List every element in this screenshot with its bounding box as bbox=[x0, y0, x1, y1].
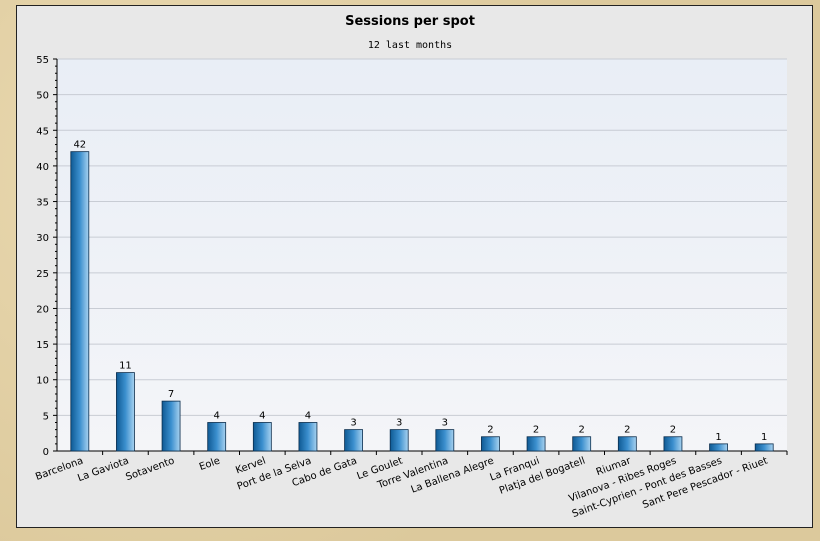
bar bbox=[161, 400, 181, 452]
y-tick-label: 40 bbox=[36, 162, 49, 173]
data-label: 1 bbox=[761, 432, 767, 443]
bar bbox=[663, 436, 683, 452]
y-tick-label: 20 bbox=[36, 304, 49, 315]
data-label: 42 bbox=[73, 140, 86, 151]
y-tick-label: 10 bbox=[36, 376, 49, 387]
data-label: 2 bbox=[670, 425, 676, 436]
y-tick-label: 30 bbox=[36, 233, 49, 244]
y-tick-label: 15 bbox=[36, 340, 49, 351]
data-label: 2 bbox=[579, 425, 585, 436]
y-tick-label: 45 bbox=[36, 126, 49, 137]
data-label: 7 bbox=[168, 389, 174, 400]
y-tick-label: 35 bbox=[36, 198, 49, 209]
bar bbox=[344, 429, 363, 452]
y-tick-label: 55 bbox=[36, 55, 49, 66]
data-label: 11 bbox=[119, 361, 132, 372]
bar bbox=[617, 436, 637, 452]
data-label: 4 bbox=[259, 410, 265, 421]
bar bbox=[207, 422, 227, 452]
bar bbox=[298, 422, 318, 452]
data-label: 4 bbox=[214, 410, 220, 421]
data-label: 3 bbox=[396, 418, 402, 429]
x-tick-label: Sotavento bbox=[124, 455, 176, 483]
chart-title: Sessions per spot bbox=[345, 14, 475, 29]
data-label: 3 bbox=[350, 418, 356, 429]
data-label: 3 bbox=[442, 418, 448, 429]
bar bbox=[116, 372, 135, 452]
x-tick-label: Eole bbox=[198, 455, 222, 473]
bar bbox=[709, 443, 728, 452]
y-tick-label: 5 bbox=[43, 411, 49, 422]
data-label: 2 bbox=[487, 425, 493, 436]
bar bbox=[252, 422, 272, 452]
bar bbox=[754, 443, 774, 452]
data-label: 2 bbox=[533, 425, 539, 436]
plot-area bbox=[57, 59, 787, 451]
y-tick-label: 25 bbox=[36, 269, 49, 280]
chart-subtitle: 12 last months bbox=[367, 40, 453, 51]
bar bbox=[70, 151, 90, 452]
bar bbox=[435, 429, 455, 452]
bar bbox=[481, 436, 500, 452]
bar bbox=[526, 436, 546, 452]
data-label: 1 bbox=[715, 432, 721, 443]
y-tick-label: 0 bbox=[43, 447, 49, 458]
data-label: 2 bbox=[624, 425, 630, 436]
data-label: 4 bbox=[305, 410, 311, 421]
y-tick-label: 50 bbox=[36, 91, 49, 102]
bar bbox=[389, 429, 409, 452]
bar bbox=[572, 436, 592, 452]
x-tick-label: La Gaviota bbox=[76, 455, 130, 484]
